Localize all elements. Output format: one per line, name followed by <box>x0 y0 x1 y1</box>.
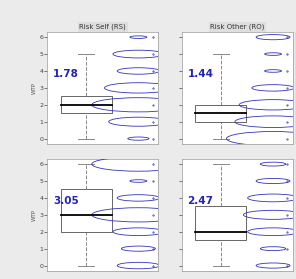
Y-axis label: WTP: WTP <box>32 82 37 94</box>
Text: 1.78: 1.78 <box>53 69 79 80</box>
Text: 2.47: 2.47 <box>188 196 214 206</box>
Y-axis label: WTP: WTP <box>32 209 37 221</box>
FancyBboxPatch shape <box>195 206 247 240</box>
Title: Risk Other (RO): Risk Other (RO) <box>210 24 265 30</box>
FancyBboxPatch shape <box>61 189 112 232</box>
Text: 1.44: 1.44 <box>188 69 214 80</box>
FancyBboxPatch shape <box>195 105 247 122</box>
FancyBboxPatch shape <box>61 96 112 113</box>
Title: Risk Self (RS): Risk Self (RS) <box>80 24 126 30</box>
Text: 3.05: 3.05 <box>53 196 79 206</box>
